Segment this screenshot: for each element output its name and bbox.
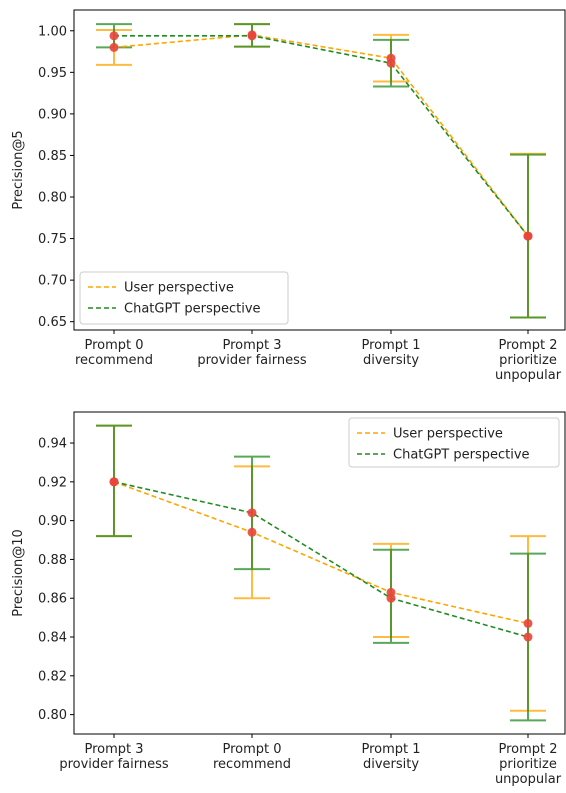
data-point [109,42,119,52]
y-axis-label: Precision@5 [11,130,26,209]
y-tick-label: 0.80 [38,191,67,206]
legend: User perspective ChatGPT perspective [348,417,560,468]
y-tick-label: 0.95 [38,66,67,81]
x-tick-label: recommend [213,757,291,772]
y-tick-label: 0.86 [38,592,67,607]
series-line [114,34,529,237]
y-tick-label: 0.82 [38,669,67,684]
y-tick-label: 0.90 [38,514,67,529]
x-tick-label: Prompt 3 [222,338,281,353]
y-tick-label: 0.94 [38,437,67,452]
data-point [247,508,257,518]
data-point [386,593,396,603]
data-point [247,31,257,41]
data-point [109,31,119,41]
precision-at-10-chart: 0.80 0.82 0.84 0.86 0.88 0.90 0.92 0.94 Precisio… [11,411,566,787]
y-tick-label: 0.88 [38,553,67,568]
precision-at-5-chart: 0.65 0.70 0.75 0.80 0.85 0.90 0.95 1.00 Precisio… [11,9,566,383]
y-tick-label: 0.92 [38,475,67,490]
series-line [113,481,529,625]
y-tick-label: 0.75 [38,232,67,247]
legend-label: ChatGPT perspective [393,448,530,463]
legend-box [348,417,560,468]
y-tick-label: 1.00 [38,24,67,39]
x-tick-label: diversity [363,757,419,772]
plot-frame [73,9,566,331]
x-tick-label: provider fairness [59,757,169,772]
data-point [386,58,396,68]
x-tick-label: diversity [363,353,419,368]
x-tick-label: Prompt 0 [222,742,281,757]
y-tick-label: 0.65 [38,315,67,330]
data-point [523,231,533,241]
x-tick-label: Prompt 0 [84,338,143,353]
y-tick-label: 0.84 [38,631,67,646]
plot-frame [73,411,566,735]
x-tick-label: prioritize [499,757,557,772]
y-tick-label: 0.85 [38,149,67,164]
legend-box [79,271,289,325]
x-tick-label: recommend [75,353,153,368]
legend: User perspective ChatGPT perspective [79,271,289,325]
data-point [523,618,533,628]
x-tick-label: unpopular [495,772,562,787]
x-tick-label: unpopular [495,368,562,383]
x-tick-label: Prompt 2 [498,742,557,757]
data-point [247,527,257,537]
x-tick-label: Prompt 2 [498,338,557,353]
legend-label: ChatGPT perspective [124,302,261,317]
x-tick-label: provider fairness [197,353,307,368]
y-tick-label: 0.90 [38,107,67,122]
x-tick-label: Prompt 3 [84,742,143,757]
legend-label: User perspective [393,427,503,442]
data-point [523,632,533,642]
y-axis-label: Precision@10 [11,529,26,617]
y-tick-label: 0.70 [38,274,67,289]
x-tick-label: prioritize [499,353,557,368]
x-tick-label: Prompt 1 [361,338,420,353]
y-tick-label: 0.80 [38,708,67,723]
legend-label: User perspective [124,281,234,296]
data-point [109,477,119,487]
series-line [113,34,529,237]
x-tick-label: Prompt 1 [361,742,420,757]
